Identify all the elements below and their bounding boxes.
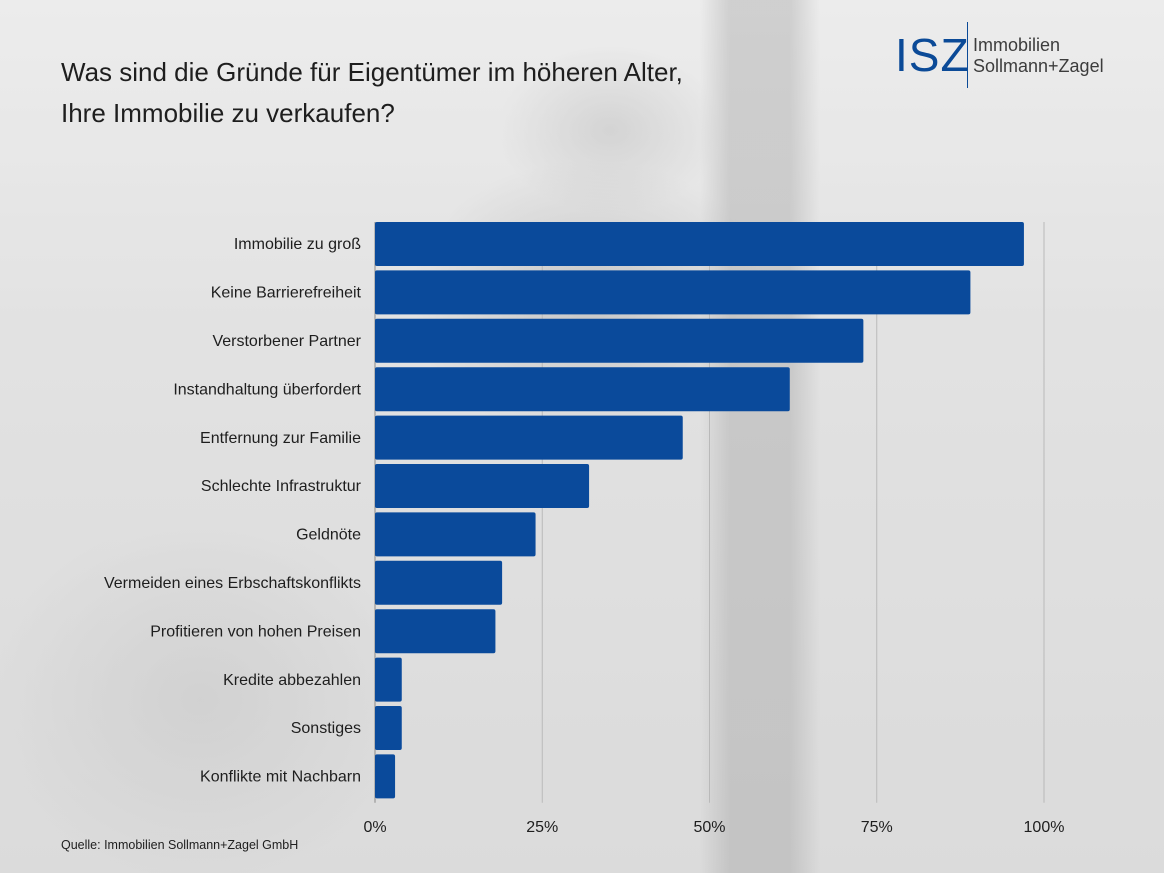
logo-text-line-2: Sollmann+Zagel bbox=[973, 56, 1104, 76]
x-tick-label: 0% bbox=[363, 819, 386, 836]
chart-title-line-2: Ihre Immobilie zu verkaufen? bbox=[61, 98, 395, 128]
logo-text-line-1: Immobilien bbox=[973, 35, 1061, 55]
category-label: Konflikte mit Nachbarn bbox=[200, 769, 361, 786]
source-note: Quelle: Immobilien Sollmann+Zagel GmbH bbox=[61, 838, 299, 852]
logo-divider bbox=[967, 22, 968, 88]
bar bbox=[375, 706, 402, 750]
chart-title: Was sind die Gründe für Eigentümer im hö… bbox=[61, 52, 683, 134]
x-axis-ticks: 0% 25% 50% 75% 100% bbox=[363, 819, 1064, 836]
x-tick-label: 75% bbox=[861, 819, 893, 836]
bar bbox=[375, 367, 790, 412]
category-label: Kredite abbezahlen bbox=[223, 672, 361, 689]
chart-title-line-1: Was sind die Gründe für Eigentümer im hö… bbox=[61, 57, 683, 87]
bars bbox=[375, 222, 1024, 799]
bar bbox=[375, 464, 590, 508]
category-label: Entfernung zur Familie bbox=[200, 430, 361, 447]
category-label: Keine Barrierefreiheit bbox=[211, 285, 362, 302]
category-label: Instandhaltung überfordert bbox=[173, 381, 361, 398]
category-label: Verstorbener Partner bbox=[212, 333, 361, 350]
logo-mark: ISZ bbox=[895, 29, 970, 81]
category-label: Geldnöte bbox=[296, 527, 361, 544]
x-tick-label: 25% bbox=[526, 819, 558, 836]
logo-text: Immobilien Sollmann+Zagel bbox=[973, 35, 1104, 77]
bar bbox=[375, 318, 864, 363]
bar bbox=[375, 754, 396, 799]
category-label: Profitieren von hohen Preisen bbox=[150, 623, 361, 640]
bar bbox=[375, 512, 536, 557]
category-label: Vermeiden eines Erbschaftskonflikts bbox=[104, 575, 361, 592]
category-label: Immobilie zu groß bbox=[234, 236, 361, 253]
category-label: Schlechte Infrastruktur bbox=[201, 478, 362, 495]
bar bbox=[375, 609, 496, 654]
gridlines bbox=[374, 222, 1045, 803]
category-label: Sonstiges bbox=[291, 720, 361, 737]
bar bbox=[375, 222, 1024, 266]
category-labels: Immobilie zu groß Keine Barrierefreiheit V… bbox=[104, 236, 362, 785]
x-tick-label: 100% bbox=[1024, 819, 1065, 836]
x-tick-label: 50% bbox=[693, 819, 725, 836]
bar bbox=[375, 415, 683, 460]
bar bbox=[375, 560, 503, 605]
bar bbox=[375, 270, 971, 315]
bar bbox=[375, 657, 402, 702]
